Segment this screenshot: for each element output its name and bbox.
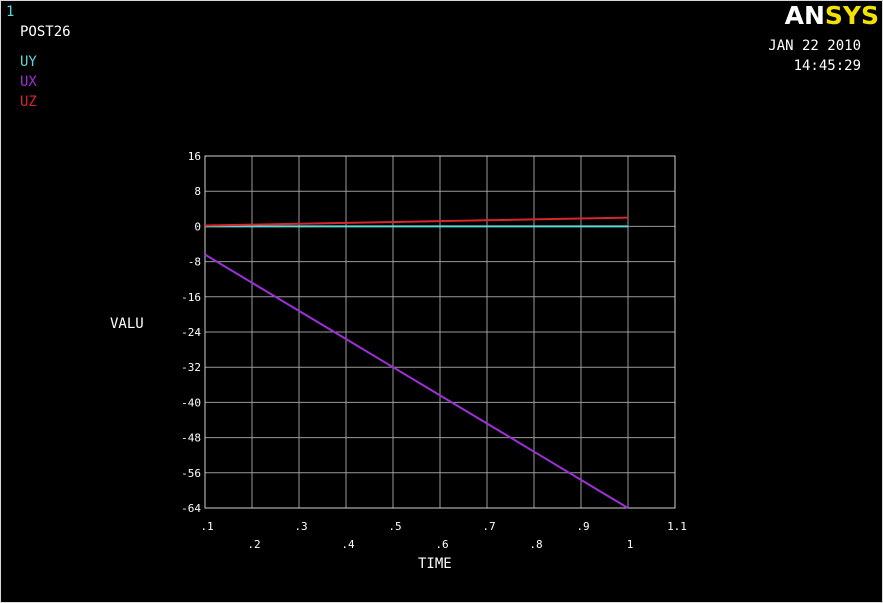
ansys-logo: ANSYS <box>785 1 879 30</box>
x-axis-label: TIME <box>418 556 452 572</box>
x-tick-label: 1.1 <box>667 520 687 533</box>
y-tick-label: 16 <box>188 150 201 163</box>
y-tick-label: 0 <box>194 220 201 233</box>
y-tick-label: 8 <box>194 185 201 198</box>
x-tick-label: .8 <box>529 538 542 551</box>
legend-item-ux: UX <box>20 74 37 90</box>
logo-sys: SYS <box>824 1 879 30</box>
plot-border <box>204 155 676 509</box>
x-tick-label: .4 <box>341 538 355 551</box>
x-tick-label: .9 <box>576 520 589 533</box>
plot-time: 14:45:29 <box>793 58 861 74</box>
x-tick-label: .2 <box>247 538 260 551</box>
plot-title: POST26 <box>20 24 71 40</box>
y-tick-label: -48 <box>181 432 201 445</box>
window-number: 1 <box>6 4 15 20</box>
x-tick-label: .3 <box>294 520 307 533</box>
x-tick-label: .6 <box>435 538 448 551</box>
series-line-uz <box>204 216 629 227</box>
logo-an: AN <box>784 1 825 30</box>
legend-item-uz: UZ <box>20 94 37 110</box>
y-tick-label: -56 <box>181 467 201 480</box>
x-tick-label: .5 <box>388 520 401 533</box>
x-tick-label: 1 <box>627 538 634 551</box>
y-tick-label: -32 <box>181 361 201 374</box>
plot-date: JAN 22 2010 <box>768 38 861 54</box>
y-tick-label: -8 <box>188 256 201 269</box>
x-tick-label: .7 <box>482 520 495 533</box>
legend-item-uy: UY <box>20 54 37 70</box>
y-tick-label: -64 <box>181 502 201 515</box>
y-axis-label: VALU <box>110 316 144 332</box>
y-tick-label: -40 <box>181 396 201 409</box>
series-line-ux <box>204 253 629 509</box>
y-tick-label: -24 <box>181 326 201 339</box>
x-tick-label: .1 <box>200 520 213 533</box>
y-tick-label: -16 <box>181 291 201 304</box>
